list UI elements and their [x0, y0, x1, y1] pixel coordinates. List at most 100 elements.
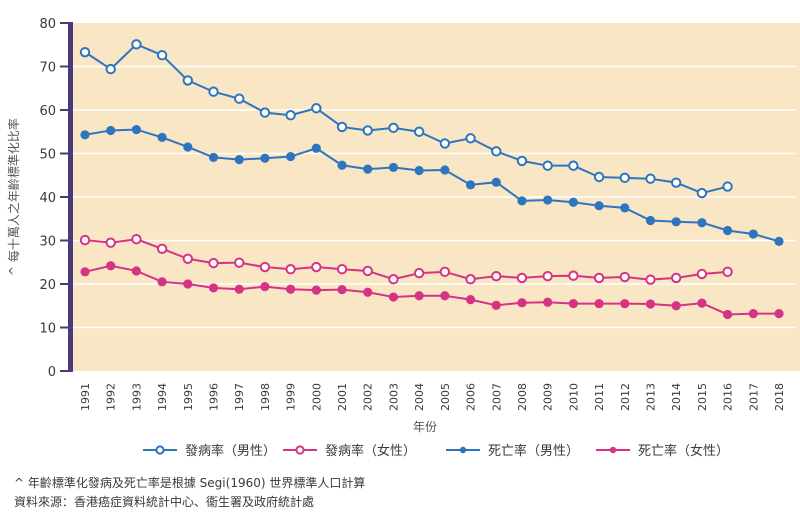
data-point[interactable] [106, 125, 116, 136]
data-point[interactable] [619, 271, 630, 283]
legend-item-incidence-male[interactable]: 發病率（男性） [143, 440, 276, 459]
data-point[interactable] [363, 287, 373, 297]
data-point[interactable] [697, 218, 707, 228]
data-point[interactable] [79, 234, 91, 246]
data-point[interactable] [465, 133, 476, 144]
data-point[interactable] [516, 155, 528, 167]
data-point[interactable] [517, 298, 527, 308]
data-point[interactable] [491, 300, 501, 310]
data-point[interactable] [697, 298, 707, 308]
data-point[interactable] [106, 261, 116, 271]
data-point[interactable] [156, 49, 168, 61]
data-point[interactable] [594, 298, 604, 309]
data-point[interactable] [414, 165, 424, 176]
data-point[interactable] [670, 272, 682, 284]
data-point[interactable] [311, 103, 322, 114]
data-point[interactable] [619, 172, 630, 184]
data-point[interactable] [491, 146, 502, 157]
data-point[interactable] [285, 110, 296, 121]
data-point[interactable] [568, 298, 578, 309]
data-point[interactable] [131, 233, 142, 245]
data-point[interactable] [671, 217, 681, 227]
data-point[interactable] [234, 284, 244, 294]
data-point[interactable] [774, 236, 784, 246]
data-point[interactable] [337, 285, 347, 295]
data-point[interactable] [105, 237, 116, 248]
data-point[interactable] [696, 187, 708, 199]
data-point[interactable] [465, 180, 476, 190]
data-point[interactable] [259, 107, 271, 118]
data-point[interactable] [413, 267, 425, 279]
data-point[interactable] [645, 274, 656, 285]
data-point[interactable] [131, 266, 142, 276]
data-point[interactable] [542, 270, 553, 282]
data-point[interactable] [260, 153, 270, 163]
data-point[interactable] [388, 162, 399, 173]
data-point[interactable] [645, 173, 656, 184]
data-point[interactable] [157, 277, 167, 287]
data-point[interactable] [594, 201, 604, 211]
data-point[interactable] [311, 261, 322, 273]
data-point[interactable] [645, 299, 656, 309]
data-point[interactable] [260, 282, 270, 292]
data-point[interactable] [182, 253, 194, 264]
data-point[interactable] [388, 274, 399, 285]
data-point[interactable] [208, 86, 219, 97]
legend-item-incidence-female[interactable]: 發病率（女性） [283, 440, 416, 459]
data-point[interactable] [774, 308, 784, 319]
data-point[interactable] [722, 181, 733, 192]
data-point[interactable] [388, 292, 399, 302]
data-point[interactable] [105, 63, 116, 75]
data-point[interactable] [363, 164, 373, 174]
data-point[interactable] [80, 267, 90, 277]
data-point[interactable] [285, 264, 296, 275]
data-point[interactable] [722, 225, 733, 236]
data-point[interactable] [748, 308, 758, 319]
data-point[interactable] [362, 125, 373, 136]
data-point[interactable] [182, 75, 194, 86]
data-point[interactable] [362, 265, 373, 277]
data-point[interactable] [491, 270, 502, 282]
legend-item-mortality-male[interactable]: 死亡率（男性） [446, 440, 579, 459]
data-point[interactable] [234, 154, 244, 165]
data-point[interactable] [593, 171, 605, 183]
data-point[interactable] [465, 295, 476, 305]
data-point[interactable] [131, 124, 142, 135]
data-point[interactable] [568, 270, 579, 281]
data-point[interactable] [208, 257, 219, 269]
data-point[interactable] [337, 160, 347, 170]
data-point[interactable] [543, 195, 553, 205]
data-point[interactable] [336, 121, 348, 133]
data-point[interactable] [516, 272, 528, 284]
data-point[interactable] [439, 266, 451, 278]
data-point[interactable] [722, 266, 733, 278]
data-point[interactable] [542, 160, 553, 171]
data-point[interactable] [696, 268, 708, 280]
data-point[interactable] [413, 126, 425, 137]
data-point[interactable] [183, 142, 193, 152]
data-point[interactable] [440, 165, 450, 175]
data-point[interactable] [543, 297, 553, 307]
data-point[interactable] [670, 177, 682, 188]
data-point[interactable] [568, 197, 578, 207]
data-point[interactable] [491, 177, 501, 187]
data-point[interactable] [80, 130, 90, 140]
data-point[interactable] [388, 122, 399, 134]
data-point[interactable] [620, 298, 630, 309]
data-point[interactable] [439, 138, 451, 149]
data-point[interactable] [336, 264, 348, 275]
data-point[interactable] [208, 152, 219, 163]
data-point[interactable] [79, 46, 91, 58]
data-point[interactable] [620, 203, 630, 213]
data-point[interactable] [131, 39, 142, 50]
data-point[interactable] [234, 257, 245, 268]
data-point[interactable] [234, 93, 245, 104]
data-point[interactable] [465, 274, 476, 285]
data-point[interactable] [157, 132, 167, 143]
data-point[interactable] [722, 309, 733, 320]
data-point[interactable] [414, 291, 424, 301]
data-point[interactable] [593, 272, 605, 284]
data-point[interactable] [156, 243, 168, 254]
data-point[interactable] [645, 215, 656, 226]
data-point[interactable] [748, 229, 758, 239]
